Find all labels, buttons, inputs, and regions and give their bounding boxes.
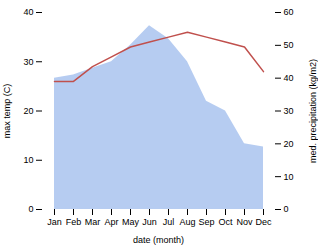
svg-text:10: 10: [284, 172, 294, 182]
svg-text:med. precipitation (kg/m2): med. precipitation (kg/m2): [308, 59, 318, 163]
svg-text:50: 50: [284, 40, 294, 50]
svg-text:Sep: Sep: [198, 217, 214, 227]
svg-text:20: 20: [23, 106, 33, 116]
svg-text:Mar: Mar: [85, 217, 101, 227]
svg-text:Jan: Jan: [47, 217, 62, 227]
svg-text:date (month): date (month): [133, 235, 184, 245]
svg-text:40: 40: [284, 73, 294, 83]
svg-text:Oct: Oct: [218, 217, 233, 227]
svg-text:max temp (C): max temp (C): [2, 84, 12, 139]
svg-text:Jun: Jun: [142, 217, 157, 227]
svg-text:30: 30: [284, 106, 294, 116]
svg-text:Nov: Nov: [236, 217, 253, 227]
svg-text:Aug: Aug: [179, 217, 195, 227]
svg-text:60: 60: [284, 7, 294, 17]
svg-text:10: 10: [23, 155, 33, 165]
svg-text:Jul: Jul: [163, 217, 175, 227]
svg-text:30: 30: [23, 57, 33, 67]
svg-text:May: May: [122, 217, 140, 227]
svg-text:Dec: Dec: [255, 217, 272, 227]
svg-text:0: 0: [28, 204, 33, 214]
svg-text:20: 20: [284, 139, 294, 149]
svg-text:40: 40: [23, 7, 33, 17]
svg-text:Apr: Apr: [104, 217, 118, 227]
svg-text:Feb: Feb: [66, 217, 82, 227]
svg-text:0: 0: [284, 204, 289, 214]
